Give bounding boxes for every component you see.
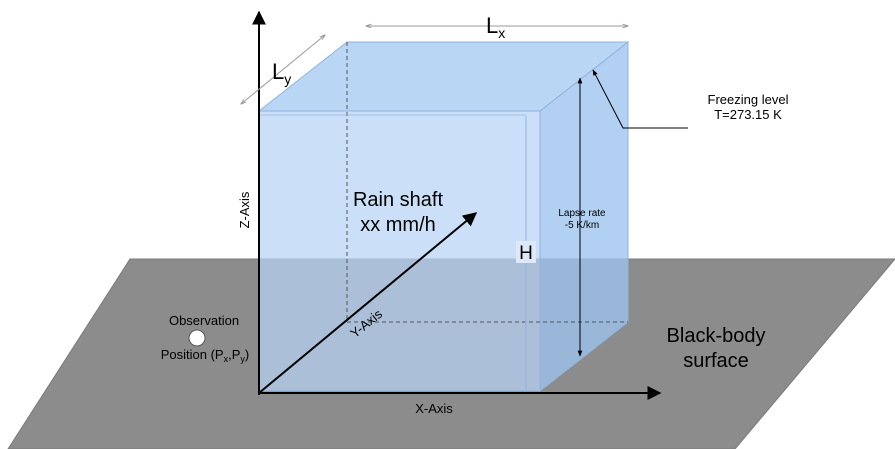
rain-rate-label: xx mm/h [360, 214, 436, 236]
observation-label: Observation [169, 313, 239, 328]
x-axis-label: X-Axis [415, 401, 453, 416]
freezing-temperature-label: T=273.15 K [714, 107, 782, 122]
rain-shaft-label: Rain shaft [353, 189, 443, 211]
observation-point-marker [188, 329, 206, 347]
freezing-level-leader [592, 69, 688, 129]
lapse-rate-label: Lapse rate [558, 208, 606, 219]
freezing-level-label: Freezing level [708, 92, 789, 107]
lapse-rate-value: -5 K/km [565, 220, 599, 231]
surface-label: Black-body [667, 325, 766, 347]
lx-label: Lx [486, 13, 505, 41]
observation-position-label: Position (Px,Py) [161, 347, 250, 364]
surface-label-line2: surface [683, 350, 749, 372]
height-label-bg [516, 241, 536, 263]
ly-label: Ly [272, 59, 291, 87]
ly-dimension-arrow [241, 35, 325, 104]
z-axis-label: Z-Axis [237, 191, 252, 228]
box-front-face [258, 110, 541, 392]
height-label: H [519, 243, 533, 264]
y-axis-line [258, 212, 478, 394]
